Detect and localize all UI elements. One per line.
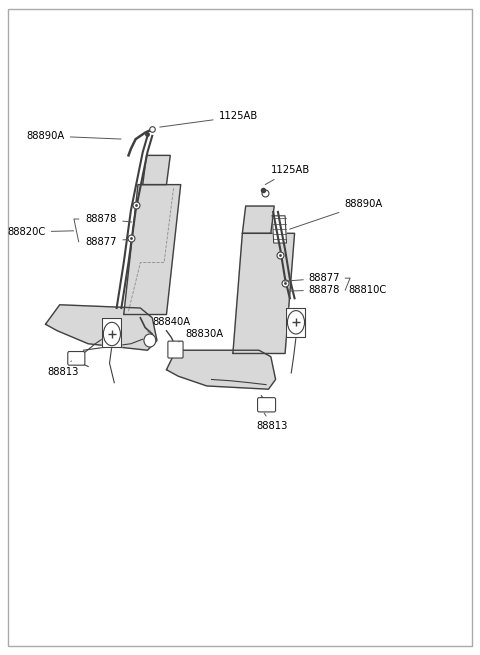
Circle shape bbox=[103, 322, 120, 346]
Text: 88890A: 88890A bbox=[26, 131, 121, 141]
Text: 88878: 88878 bbox=[86, 214, 132, 224]
Polygon shape bbox=[272, 215, 287, 243]
FancyBboxPatch shape bbox=[68, 352, 85, 365]
Text: 88840A: 88840A bbox=[148, 317, 191, 332]
Text: 88813: 88813 bbox=[257, 413, 288, 431]
Text: 88813: 88813 bbox=[48, 361, 79, 377]
FancyBboxPatch shape bbox=[168, 341, 183, 358]
Polygon shape bbox=[124, 185, 180, 314]
Circle shape bbox=[288, 310, 304, 334]
Polygon shape bbox=[167, 350, 276, 389]
Text: 88877: 88877 bbox=[86, 236, 128, 247]
FancyBboxPatch shape bbox=[258, 398, 276, 412]
Polygon shape bbox=[46, 305, 157, 350]
Text: 1125AB: 1125AB bbox=[265, 165, 310, 185]
Polygon shape bbox=[102, 318, 121, 347]
Ellipse shape bbox=[144, 334, 156, 347]
Text: 88878: 88878 bbox=[290, 285, 340, 295]
Polygon shape bbox=[287, 308, 305, 337]
Polygon shape bbox=[233, 233, 295, 354]
Text: 88877: 88877 bbox=[285, 273, 340, 283]
Polygon shape bbox=[143, 155, 170, 185]
Text: 88830A: 88830A bbox=[179, 329, 224, 342]
Text: 1125AB: 1125AB bbox=[160, 111, 258, 127]
Text: 88810C: 88810C bbox=[345, 285, 386, 295]
Text: 88890A: 88890A bbox=[289, 199, 383, 229]
Polygon shape bbox=[242, 206, 274, 233]
Text: 88820C: 88820C bbox=[8, 227, 73, 237]
